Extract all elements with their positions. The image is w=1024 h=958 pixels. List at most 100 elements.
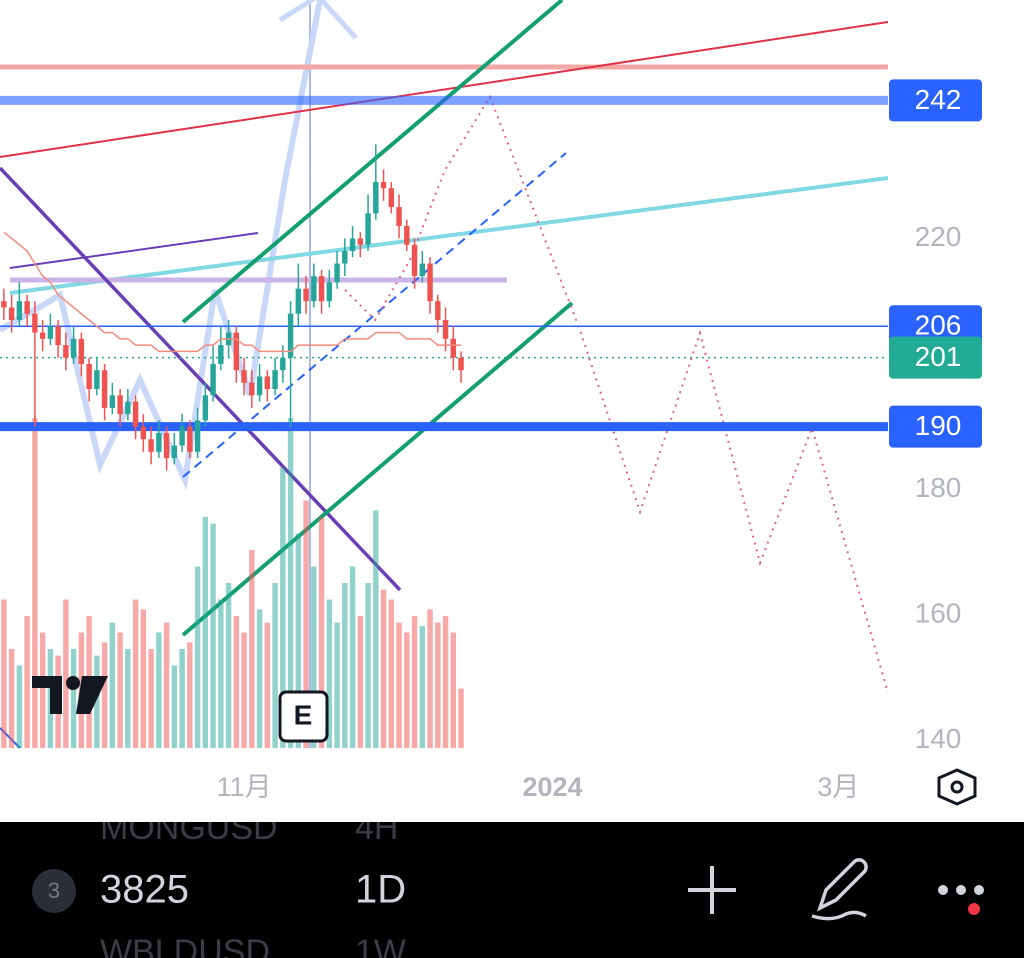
candle-body [55,326,61,346]
candle-body [117,395,123,415]
price-label-bg [889,79,982,122]
candle-body [125,401,131,415]
candle-body [63,345,69,358]
candle-body [156,432,162,452]
volume-bar [411,616,418,748]
volume-bar [202,517,209,748]
volume-bar [16,665,23,748]
candle-body [280,357,286,371]
candle-body [349,238,356,251]
volume-bar [264,622,271,748]
volume-bar [8,649,15,748]
candle-body [148,439,154,452]
volume-bar [435,622,441,748]
symbol-price[interactable]: 3825 [100,868,189,912]
trend-line [9,232,259,269]
volume-bar [311,566,317,748]
candle-body [272,370,278,390]
candle-body [287,313,294,358]
tradingview-logo [32,676,108,714]
volume-bar [334,622,340,748]
interval-below[interactable]: 1W [355,933,406,958]
toolbar-bg [0,822,1024,958]
candle-body [163,432,170,459]
dot-icon [938,885,948,895]
candle-body [86,363,92,390]
volume-bar [210,523,216,748]
candle-body [179,426,185,446]
price-lines [0,95,888,432]
candle-body [334,263,340,283]
channel-line [181,0,564,324]
more-button[interactable] [938,885,984,915]
y-tick-label: 180 [915,472,962,503]
volume-bar [256,609,263,748]
candle-body [388,188,395,208]
candle-body [365,213,371,245]
candle-body [101,370,108,408]
volume-bar [380,589,387,748]
events-badge[interactable] [278,690,329,743]
candle-body [326,282,333,302]
symbol-above[interactable]: MONGUSD [100,822,278,847]
volume-bar [218,599,224,748]
candle-body [24,301,30,314]
trend-line [0,166,402,592]
events-badge-text: E [294,699,313,730]
volume-bar [148,649,154,748]
settings-button[interactable] [937,768,977,806]
layout-badge[interactable] [32,869,76,913]
interval[interactable]: 1D [355,868,406,912]
volume-bar [388,599,395,748]
channel-line [181,301,574,637]
candle-body [47,326,54,339]
draw-button[interactable] [811,858,868,921]
candle-body [435,301,441,321]
volume-bar [326,599,333,748]
moving-average [3,231,462,353]
volume-bar [70,649,77,748]
candle-body [373,181,379,214]
volume-bar [179,649,185,748]
volume-bar [109,622,116,748]
volume-bar [450,632,457,748]
toolbar: MONGUSD 4H 3 3825 1D WBLDUSD 1W [0,822,1024,958]
volume-bar [24,616,30,748]
volume-bar [249,550,255,748]
volume-bar [287,418,294,748]
candle-body [109,395,116,408]
volume-bar [32,418,38,748]
volume-bar [295,533,302,748]
candle-body [171,445,178,459]
candle-body [442,320,449,339]
candle-body [140,426,147,440]
candle-body [202,395,209,421]
candle-body [210,363,216,396]
candle-body [411,244,418,277]
volume-bar [419,625,426,748]
price-label-bg [889,405,982,448]
x-tick-label: 11月 [217,772,272,802]
interval-above[interactable]: 4H [355,822,398,847]
add-button[interactable] [688,866,736,914]
candle-body [194,420,201,452]
candle-body [1,301,7,308]
candle-body [450,338,457,358]
volume-bar [117,632,123,748]
symbol-below[interactable]: WBLDUSD [100,933,270,958]
volume-bar [272,583,278,748]
volume-bar [241,632,247,748]
dot-icon [956,885,966,895]
candle-body [16,301,23,321]
candle-body [132,401,139,427]
volume-bar [163,622,170,748]
price-label: 206 [915,310,962,341]
candle-body [256,376,263,396]
volume-bar [1,599,7,748]
candle-body [357,238,364,245]
volume-bar [280,467,286,748]
y-tick-label: 160 [915,597,962,628]
volume-bar [187,642,193,748]
